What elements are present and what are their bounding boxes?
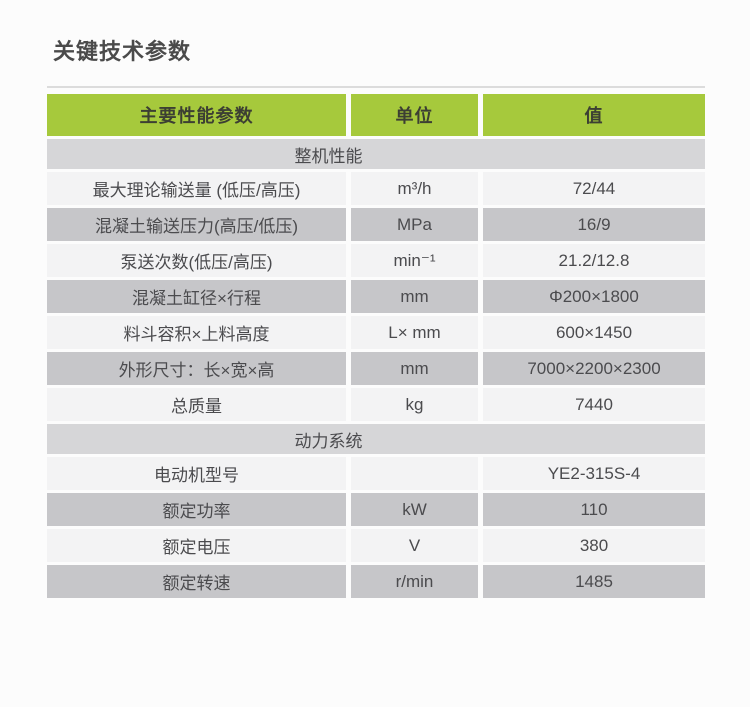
row-unit-cell: kW xyxy=(351,493,478,526)
row-value-cell: 16/9 xyxy=(483,208,705,241)
row-value-cell: 110 xyxy=(483,493,705,526)
row-label-cell: 额定电压 xyxy=(47,529,346,562)
section-row: 整机性能 xyxy=(47,139,705,169)
row-unit-cell: r/min xyxy=(351,565,478,598)
row-label-cell: 料斗容积×上料高度 xyxy=(47,316,346,349)
row-unit-cell: min⁻¹ xyxy=(351,244,478,277)
table-row: 混凝土缸径×行程 mm Φ200×1800 xyxy=(47,280,705,313)
spec-table: 主要性能参数 单位 值 整机性能 最大理论输送量 (低压/高压) m³/h 72/44… xyxy=(47,86,705,601)
section-row: 动力系统 xyxy=(47,424,705,454)
table-row: 泵送次数(低压/高压) min⁻¹ 21.2/12.8 xyxy=(47,244,705,277)
table-row: 额定电压 V 380 xyxy=(47,529,705,562)
row-unit-cell: V xyxy=(351,529,478,562)
row-label-cell: 混凝土缸径×行程 xyxy=(47,280,346,313)
row-value-cell: 600×1450 xyxy=(483,316,705,349)
table-row: 电动机型号 YE2-315S-4 xyxy=(47,457,705,490)
row-value-cell: 7000×2200×2300 xyxy=(483,352,705,385)
table-row: 总质量 kg 7440 xyxy=(47,388,705,421)
row-value-cell: 380 xyxy=(483,529,705,562)
row-label-cell: 电动机型号 xyxy=(47,457,346,490)
row-label-cell: 额定功率 xyxy=(47,493,346,526)
row-value-cell: 1485 xyxy=(483,565,705,598)
row-label-cell: 最大理论输送量 (低压/高压) xyxy=(47,172,346,205)
row-label-cell: 泵送次数(低压/高压) xyxy=(47,244,346,277)
table-row: 额定功率 kW 110 xyxy=(47,493,705,526)
spec-table-body: 整机性能 最大理论输送量 (低压/高压) m³/h 72/44 混凝土输送压力(高压/低… xyxy=(47,139,705,598)
row-value-cell: Φ200×1800 xyxy=(483,280,705,313)
row-unit-cell: m³/h xyxy=(351,172,478,205)
row-value-cell: 72/44 xyxy=(483,172,705,205)
row-unit-cell: L× mm xyxy=(351,316,478,349)
table-row: 额定转速 r/min 1485 xyxy=(47,565,705,598)
row-value-cell: 7440 xyxy=(483,388,705,421)
header-value: 值 xyxy=(483,94,705,136)
header-unit: 单位 xyxy=(351,94,478,136)
row-value-cell: 21.2/12.8 xyxy=(483,244,705,277)
table-row: 混凝土输送压力(高压/低压) MPa 16/9 xyxy=(47,208,705,241)
row-unit-cell xyxy=(351,457,478,490)
row-label-cell: 额定转速 xyxy=(47,565,346,598)
row-label-cell: 混凝土输送压力(高压/低压) xyxy=(47,208,346,241)
table-top-divider xyxy=(47,86,705,88)
row-value-cell: YE2-315S-4 xyxy=(483,457,705,490)
table-header-row: 主要性能参数 单位 值 xyxy=(47,94,705,136)
row-unit-cell: MPa xyxy=(351,208,478,241)
row-unit-cell: mm xyxy=(351,352,478,385)
table-row: 外形尺寸：长×宽×高 mm 7000×2200×2300 xyxy=(47,352,705,385)
row-label-cell: 外形尺寸：长×宽×高 xyxy=(47,352,346,385)
row-label-cell: 总质量 xyxy=(47,388,346,421)
header-parameter: 主要性能参数 xyxy=(47,94,346,136)
row-unit-cell: mm xyxy=(351,280,478,313)
page-title: 关键技术参数 xyxy=(53,39,192,64)
table-row: 料斗容积×上料高度 L× mm 600×1450 xyxy=(47,316,705,349)
row-unit-cell: kg xyxy=(351,388,478,421)
table-row: 最大理论输送量 (低压/高压) m³/h 72/44 xyxy=(47,172,705,205)
